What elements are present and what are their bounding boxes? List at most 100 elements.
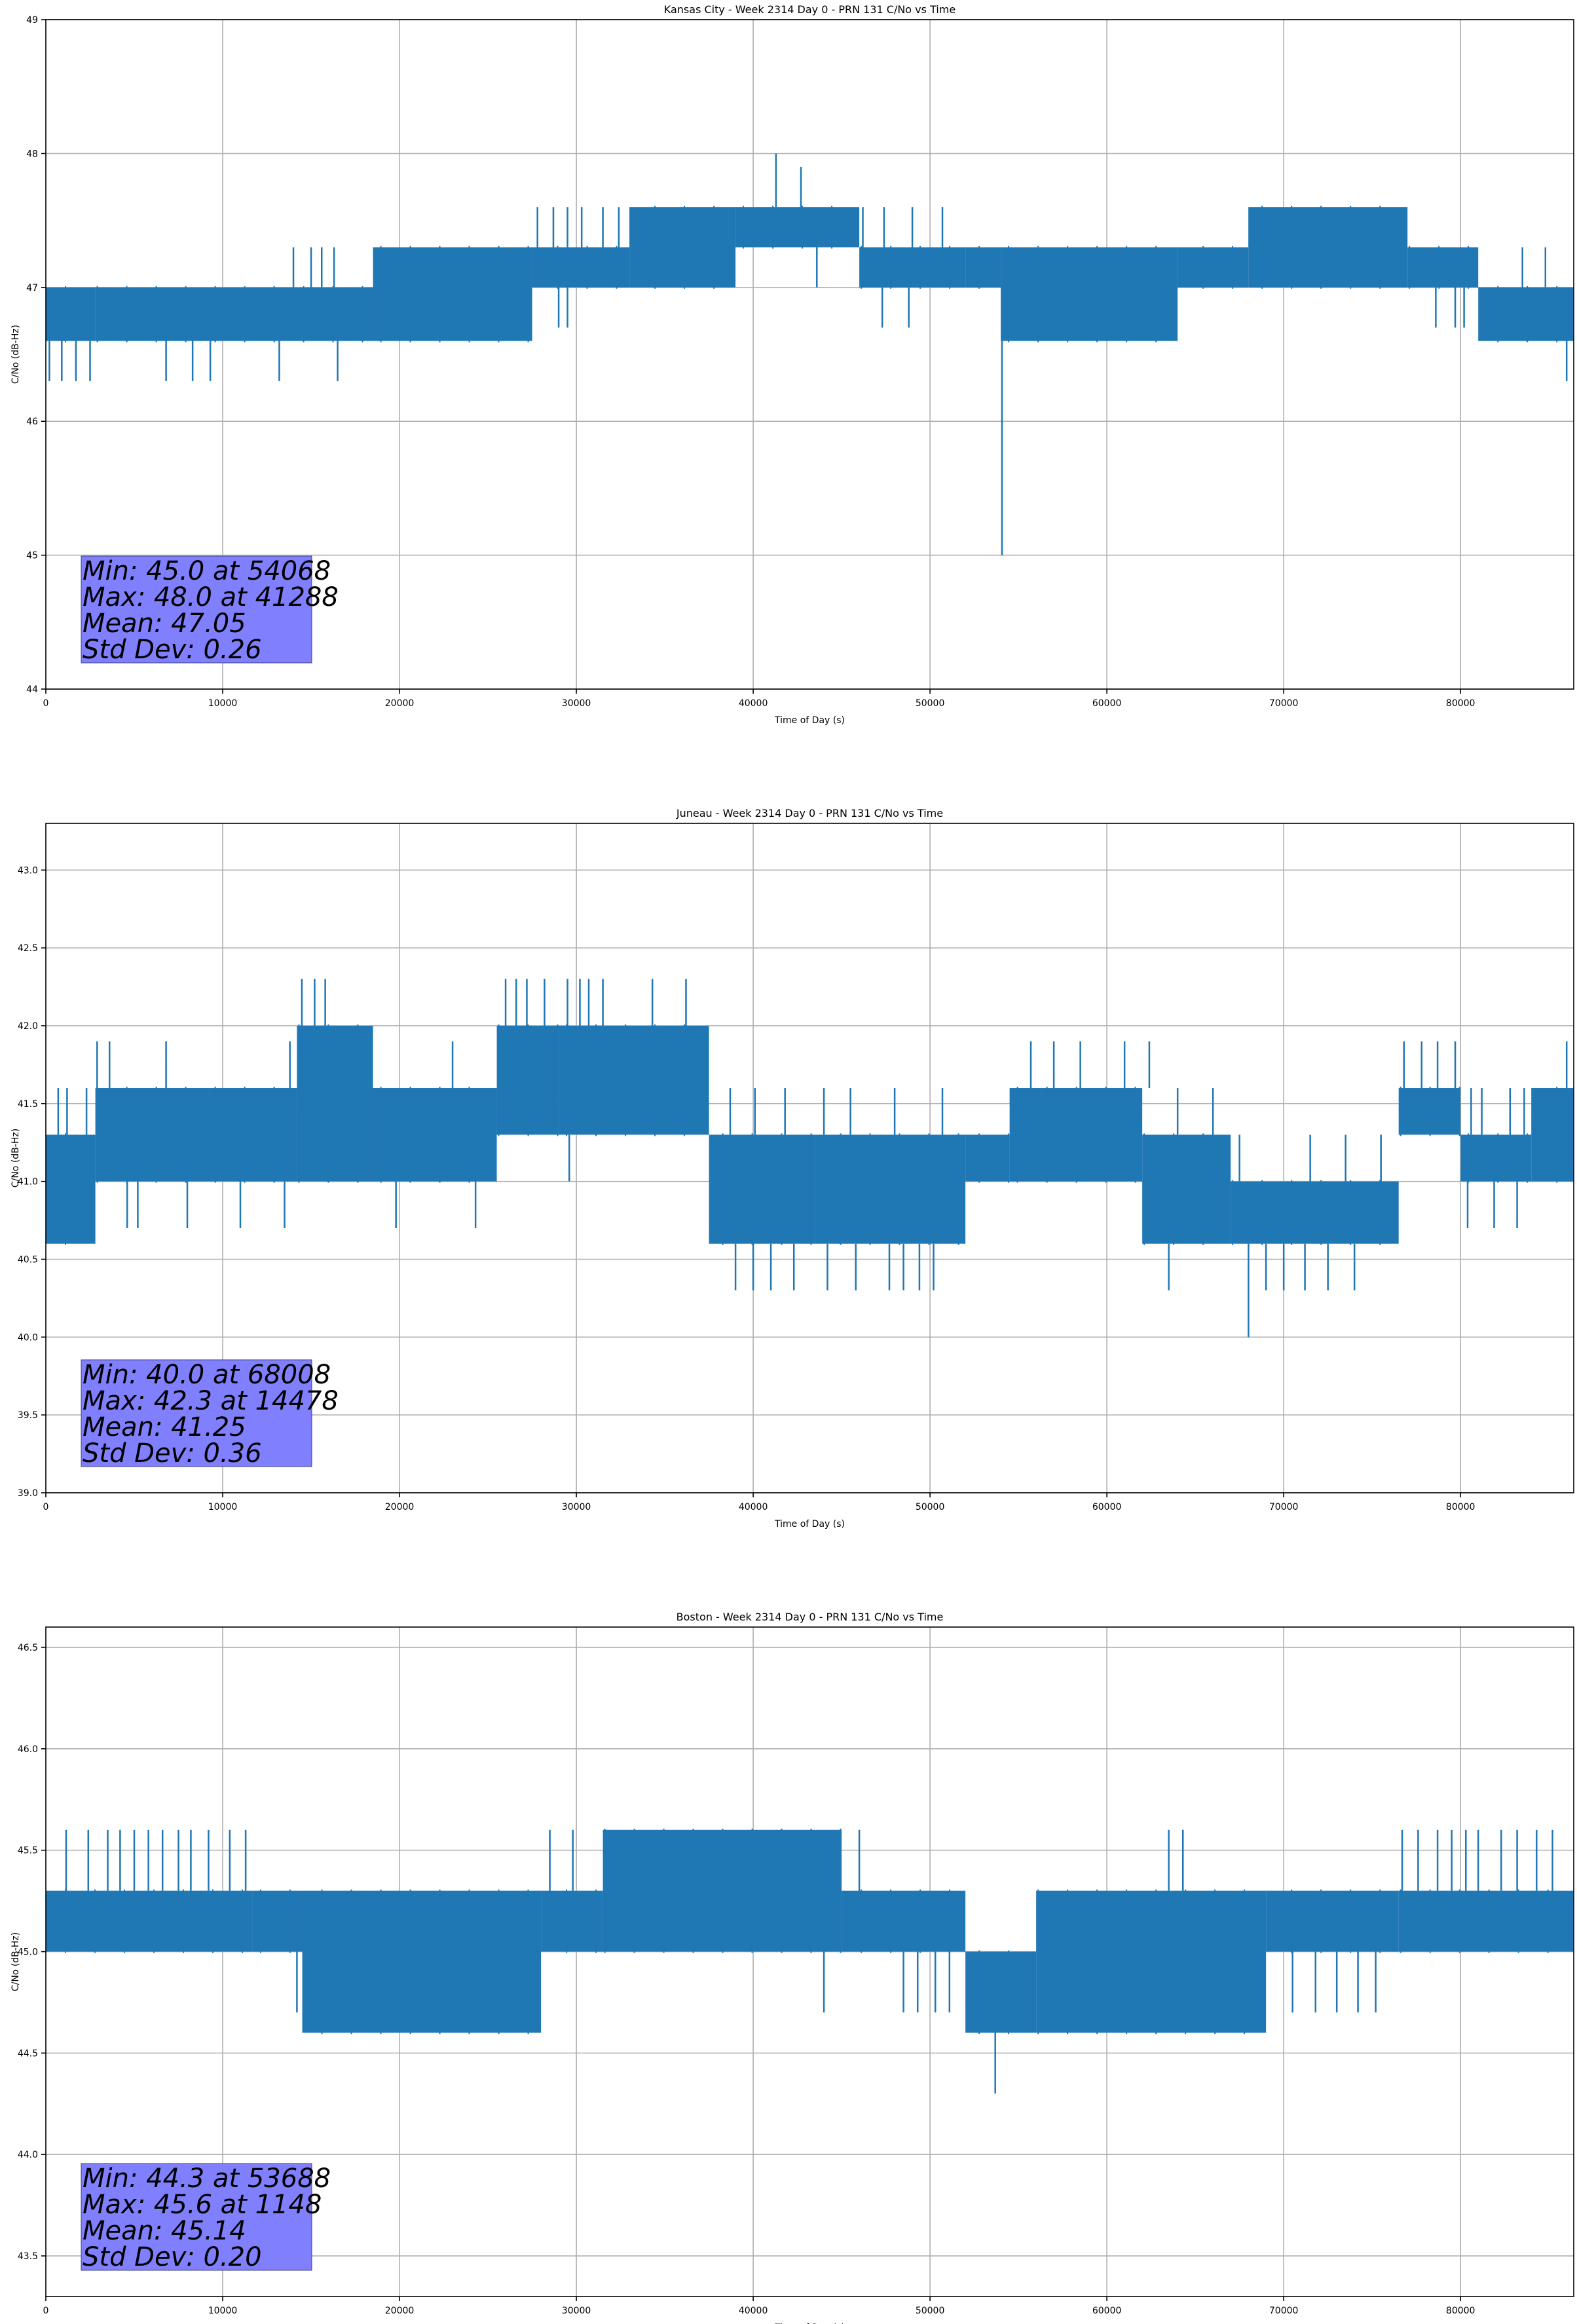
- series-band: [1231, 1181, 1399, 1244]
- chart-title: Juneau - Week 2314 Day 0 - PRN 131 C/No …: [676, 807, 943, 819]
- series-band: [46, 287, 96, 341]
- stats-max: Max: 48.0 at 41288: [83, 582, 339, 612]
- series-band: [1036, 1890, 1267, 2033]
- series-band: [95, 287, 373, 341]
- series-band: [1478, 287, 1574, 341]
- series-cno: [46, 153, 1574, 555]
- series-band: [815, 1134, 966, 1244]
- y-tick-label: 40.5: [18, 1254, 38, 1265]
- stats-box: [81, 2163, 312, 2271]
- y-tick-label: 46: [26, 417, 38, 427]
- series-band: [302, 1890, 542, 2033]
- x-tick-label: 0: [43, 1502, 49, 1512]
- y-tick-label: 43.5: [18, 2251, 38, 2262]
- series-band: [532, 247, 630, 288]
- x-tick-label: 0: [43, 698, 49, 709]
- x-tick-label: 40000: [739, 1502, 768, 1512]
- series-band: [1398, 1890, 1574, 1952]
- series-cno: [46, 979, 1574, 1338]
- y-tick-label: 45.5: [18, 1846, 38, 1856]
- plot-frame: [45, 823, 1574, 1493]
- x-tick-label: 50000: [916, 1502, 945, 1512]
- stats-min: Min: 45.0 at 54068: [83, 556, 331, 586]
- x-tick-label: 50000: [916, 698, 945, 709]
- x-axis-label: Time of Day (s): [774, 2323, 845, 2324]
- series-band: [1531, 1088, 1574, 1182]
- stats-std: Std Dev: 0.36: [83, 1438, 262, 1469]
- y-tick-label: 45: [26, 551, 38, 561]
- y-tick-label: 42.0: [18, 1021, 38, 1032]
- y-tick-label: 46.5: [18, 1643, 38, 1653]
- plot-frame: [45, 19, 1574, 690]
- y-tick-label: 43.0: [18, 865, 38, 876]
- x-tick-label: 30000: [562, 1502, 591, 1512]
- chart-panel-1: 0 10000 20000 30000 40000 50000 60000 70000 8000…: [10, 3, 1574, 726]
- stats-min: Min: 44.3 at 53688: [83, 2164, 331, 2194]
- chart-panel-2: 0 10000 20000 30000 40000 50000 60000 70000 8000…: [10, 807, 1574, 1529]
- y-tick-label: 40.0: [18, 1332, 38, 1343]
- y-tick-label: 47: [26, 283, 38, 293]
- series-cno: [46, 1828, 1574, 2094]
- y-tick-label: 45.0: [18, 1947, 38, 1958]
- x-tick-label: 10000: [208, 2306, 238, 2316]
- y-tick-label: 39.0: [18, 1488, 38, 1499]
- y-axis-label: C/No (dB-Hz): [10, 1932, 21, 1991]
- series-band: [1178, 247, 1249, 288]
- chart-panel-3: 0 10000 20000 30000 40000 50000 60000 70000 8000…: [10, 1611, 1574, 2324]
- y-tick-label: 48: [26, 149, 38, 159]
- series-band: [1266, 1890, 1399, 1952]
- x-tick-label: 60000: [1092, 2306, 1122, 2316]
- x-tick-label: 10000: [208, 698, 238, 709]
- stats-box: [81, 1359, 312, 1467]
- x-tick-label: 80000: [1446, 1502, 1475, 1512]
- x-tick-label: 10000: [208, 1502, 238, 1512]
- x-tick-label: 60000: [1092, 698, 1122, 709]
- series-band: [1407, 247, 1479, 288]
- x-tick-label: 70000: [1269, 698, 1299, 709]
- y-tick-label: 44: [26, 684, 38, 695]
- series-band: [965, 247, 1001, 288]
- y-tick-label: 42.5: [18, 943, 38, 954]
- series-band: [965, 1134, 1010, 1182]
- stats-mean: Mean: 47.05: [83, 609, 246, 639]
- x-tick-label: 30000: [562, 2306, 591, 2316]
- series-band: [965, 1951, 1037, 2033]
- y-tick-label: 44.5: [18, 2048, 38, 2059]
- x-tick-label: 20000: [385, 698, 415, 709]
- stats-max: Max: 42.3 at 14478: [83, 1386, 339, 1416]
- y-tick-label: 39.5: [18, 1410, 38, 1421]
- chart-title: Kansas City - Week 2314 Day 0 - PRN 131 …: [664, 3, 955, 16]
- plot-frame: [45, 1626, 1574, 2297]
- x-tick-label: 60000: [1092, 1502, 1122, 1512]
- series-band: [1460, 1134, 1532, 1182]
- series-band: [559, 1025, 709, 1135]
- series-band: [735, 207, 860, 248]
- x-tick-label: 50000: [916, 2306, 945, 2316]
- x-tick-label: 80000: [1446, 2306, 1475, 2316]
- series-band: [842, 1890, 966, 1952]
- stats-mean: Mean: 41.25: [83, 1412, 246, 1442]
- x-tick-label: 20000: [385, 2306, 415, 2316]
- y-tick-label: 49: [26, 15, 38, 26]
- series-band: [1001, 247, 1178, 341]
- series-band: [859, 247, 966, 288]
- stats-max: Max: 45.6 at 1148: [83, 2190, 322, 2220]
- series-band: [709, 1134, 815, 1244]
- series-band: [1248, 207, 1408, 288]
- x-axis-label: Time of Day (s): [774, 715, 845, 726]
- x-axis-label: Time of Day (s): [774, 1519, 845, 1529]
- x-tick-label: 30000: [562, 698, 591, 709]
- series-band: [1142, 1134, 1231, 1244]
- series-band: [46, 1890, 253, 1952]
- series-band: [629, 207, 736, 288]
- series-band: [46, 1134, 96, 1244]
- stats-box: [81, 555, 312, 664]
- stats-min: Min: 40.0 at 68008: [83, 1360, 331, 1390]
- x-tick-label: 70000: [1269, 1502, 1299, 1512]
- series-band: [373, 247, 532, 341]
- x-tick-label: 80000: [1446, 698, 1475, 709]
- y-axis-label: C/No (dB-Hz): [10, 325, 21, 384]
- stats-std: Std Dev: 0.26: [83, 635, 262, 665]
- x-tick-label: 0: [43, 2306, 49, 2316]
